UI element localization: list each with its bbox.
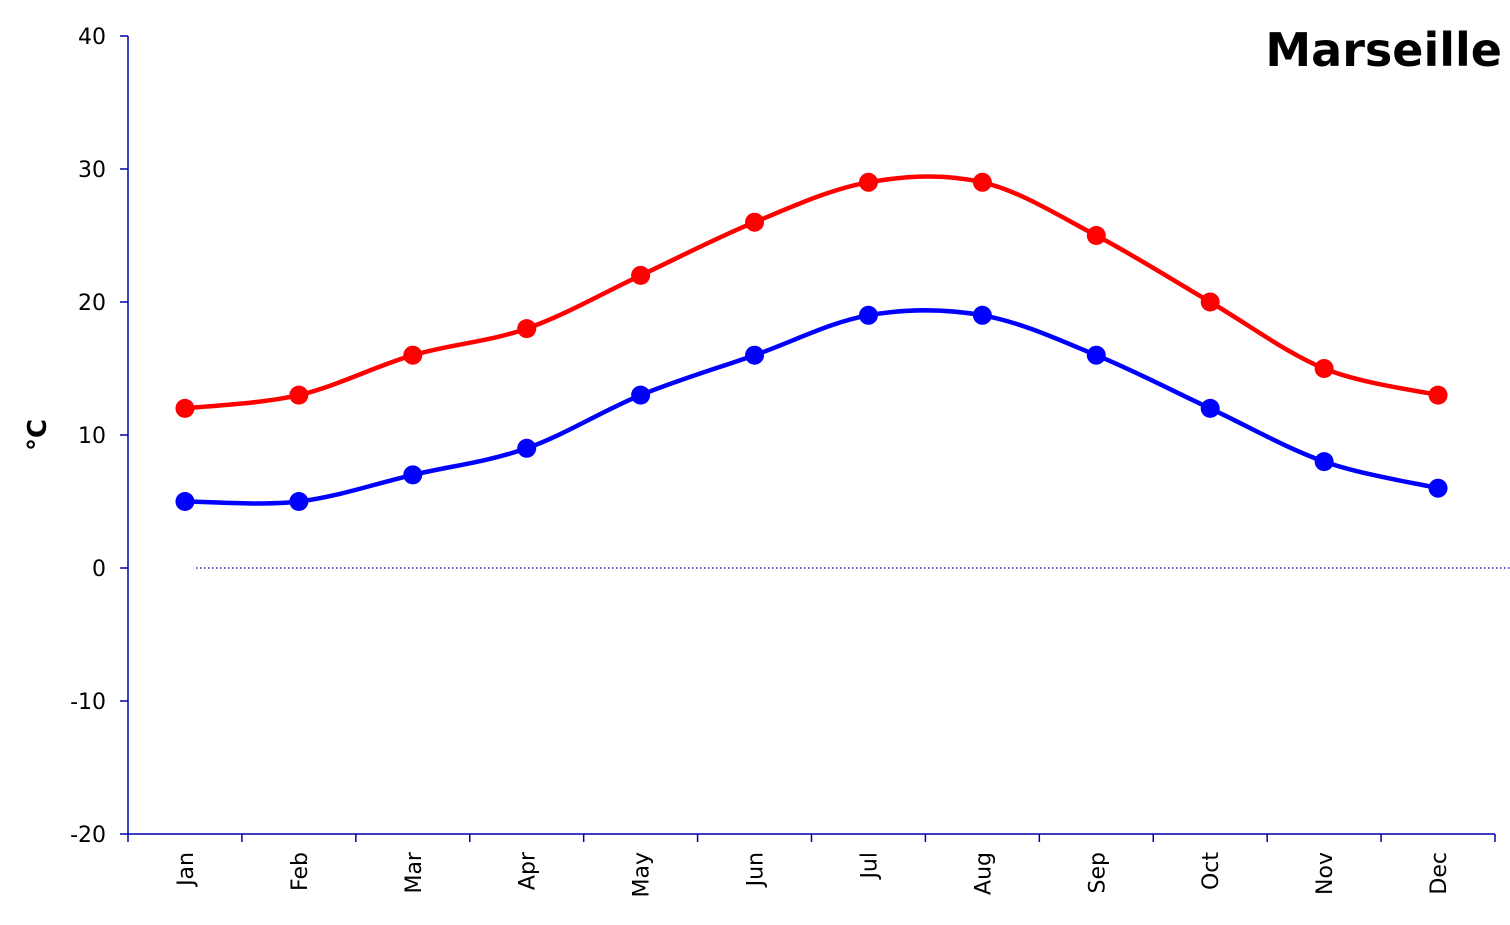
series-0-point bbox=[289, 385, 309, 405]
y-tick-label: 30 bbox=[78, 158, 106, 183]
y-axis-label: °C bbox=[23, 419, 53, 451]
series-0-point bbox=[1086, 226, 1106, 245]
series-0-point bbox=[403, 345, 423, 365]
series-0-point bbox=[175, 398, 195, 418]
x-tick-label: Sep bbox=[1085, 852, 1110, 893]
y-tick-label: 10 bbox=[78, 424, 106, 449]
x-tick-label: Jan bbox=[174, 852, 199, 888]
series-1-point bbox=[403, 465, 423, 485]
series-1-point bbox=[972, 305, 992, 325]
y-tick-label: 20 bbox=[78, 291, 106, 316]
chart-title: Marseille bbox=[1265, 23, 1502, 77]
series-1-point bbox=[1428, 478, 1448, 498]
series-1-point bbox=[1086, 345, 1106, 365]
x-tick-label: Apr bbox=[516, 851, 541, 890]
series-1-point bbox=[1314, 452, 1334, 472]
series-0-line bbox=[184, 174, 1439, 411]
x-tick-label: Oct bbox=[1199, 852, 1224, 890]
x-tick-label: Aug bbox=[971, 852, 996, 895]
series-0-point bbox=[972, 172, 992, 192]
y-tick-label: 40 bbox=[78, 25, 106, 50]
x-tick-label: Nov bbox=[1313, 852, 1338, 895]
y-tick-label: -20 bbox=[70, 823, 106, 848]
series-0-point bbox=[517, 319, 537, 339]
series-0-point bbox=[858, 172, 878, 192]
series-1-point bbox=[631, 385, 651, 405]
x-tick-label: Feb bbox=[288, 852, 313, 891]
series-1-point bbox=[289, 492, 309, 511]
plot-area bbox=[175, 172, 1448, 511]
x-tick-label: Jun bbox=[744, 852, 769, 888]
x-tick-label: May bbox=[630, 852, 655, 897]
series-1-point bbox=[745, 345, 765, 365]
x-tick-label: Mar bbox=[402, 851, 427, 893]
y-tick-label: 0 bbox=[92, 557, 106, 582]
series-1-point bbox=[517, 438, 537, 458]
series-0-point bbox=[1428, 385, 1448, 405]
series-1-point bbox=[175, 492, 195, 511]
series-1-point bbox=[858, 305, 878, 325]
series-0-point bbox=[631, 265, 651, 285]
series-1-line bbox=[184, 308, 1439, 506]
series-1-point bbox=[1200, 398, 1220, 418]
series-0-point bbox=[745, 212, 765, 232]
series-0-point bbox=[1200, 292, 1220, 312]
y-tick-label: -10 bbox=[70, 690, 106, 715]
x-tick-label: Jul bbox=[857, 852, 882, 881]
x-tick-label: Dec bbox=[1427, 852, 1452, 895]
series-0-point bbox=[1314, 359, 1334, 378]
axes: 40 30 20 10 0 -10 -20 Jan Feb Mar Apr May Jun Jul Aug S… bbox=[70, 25, 1510, 897]
